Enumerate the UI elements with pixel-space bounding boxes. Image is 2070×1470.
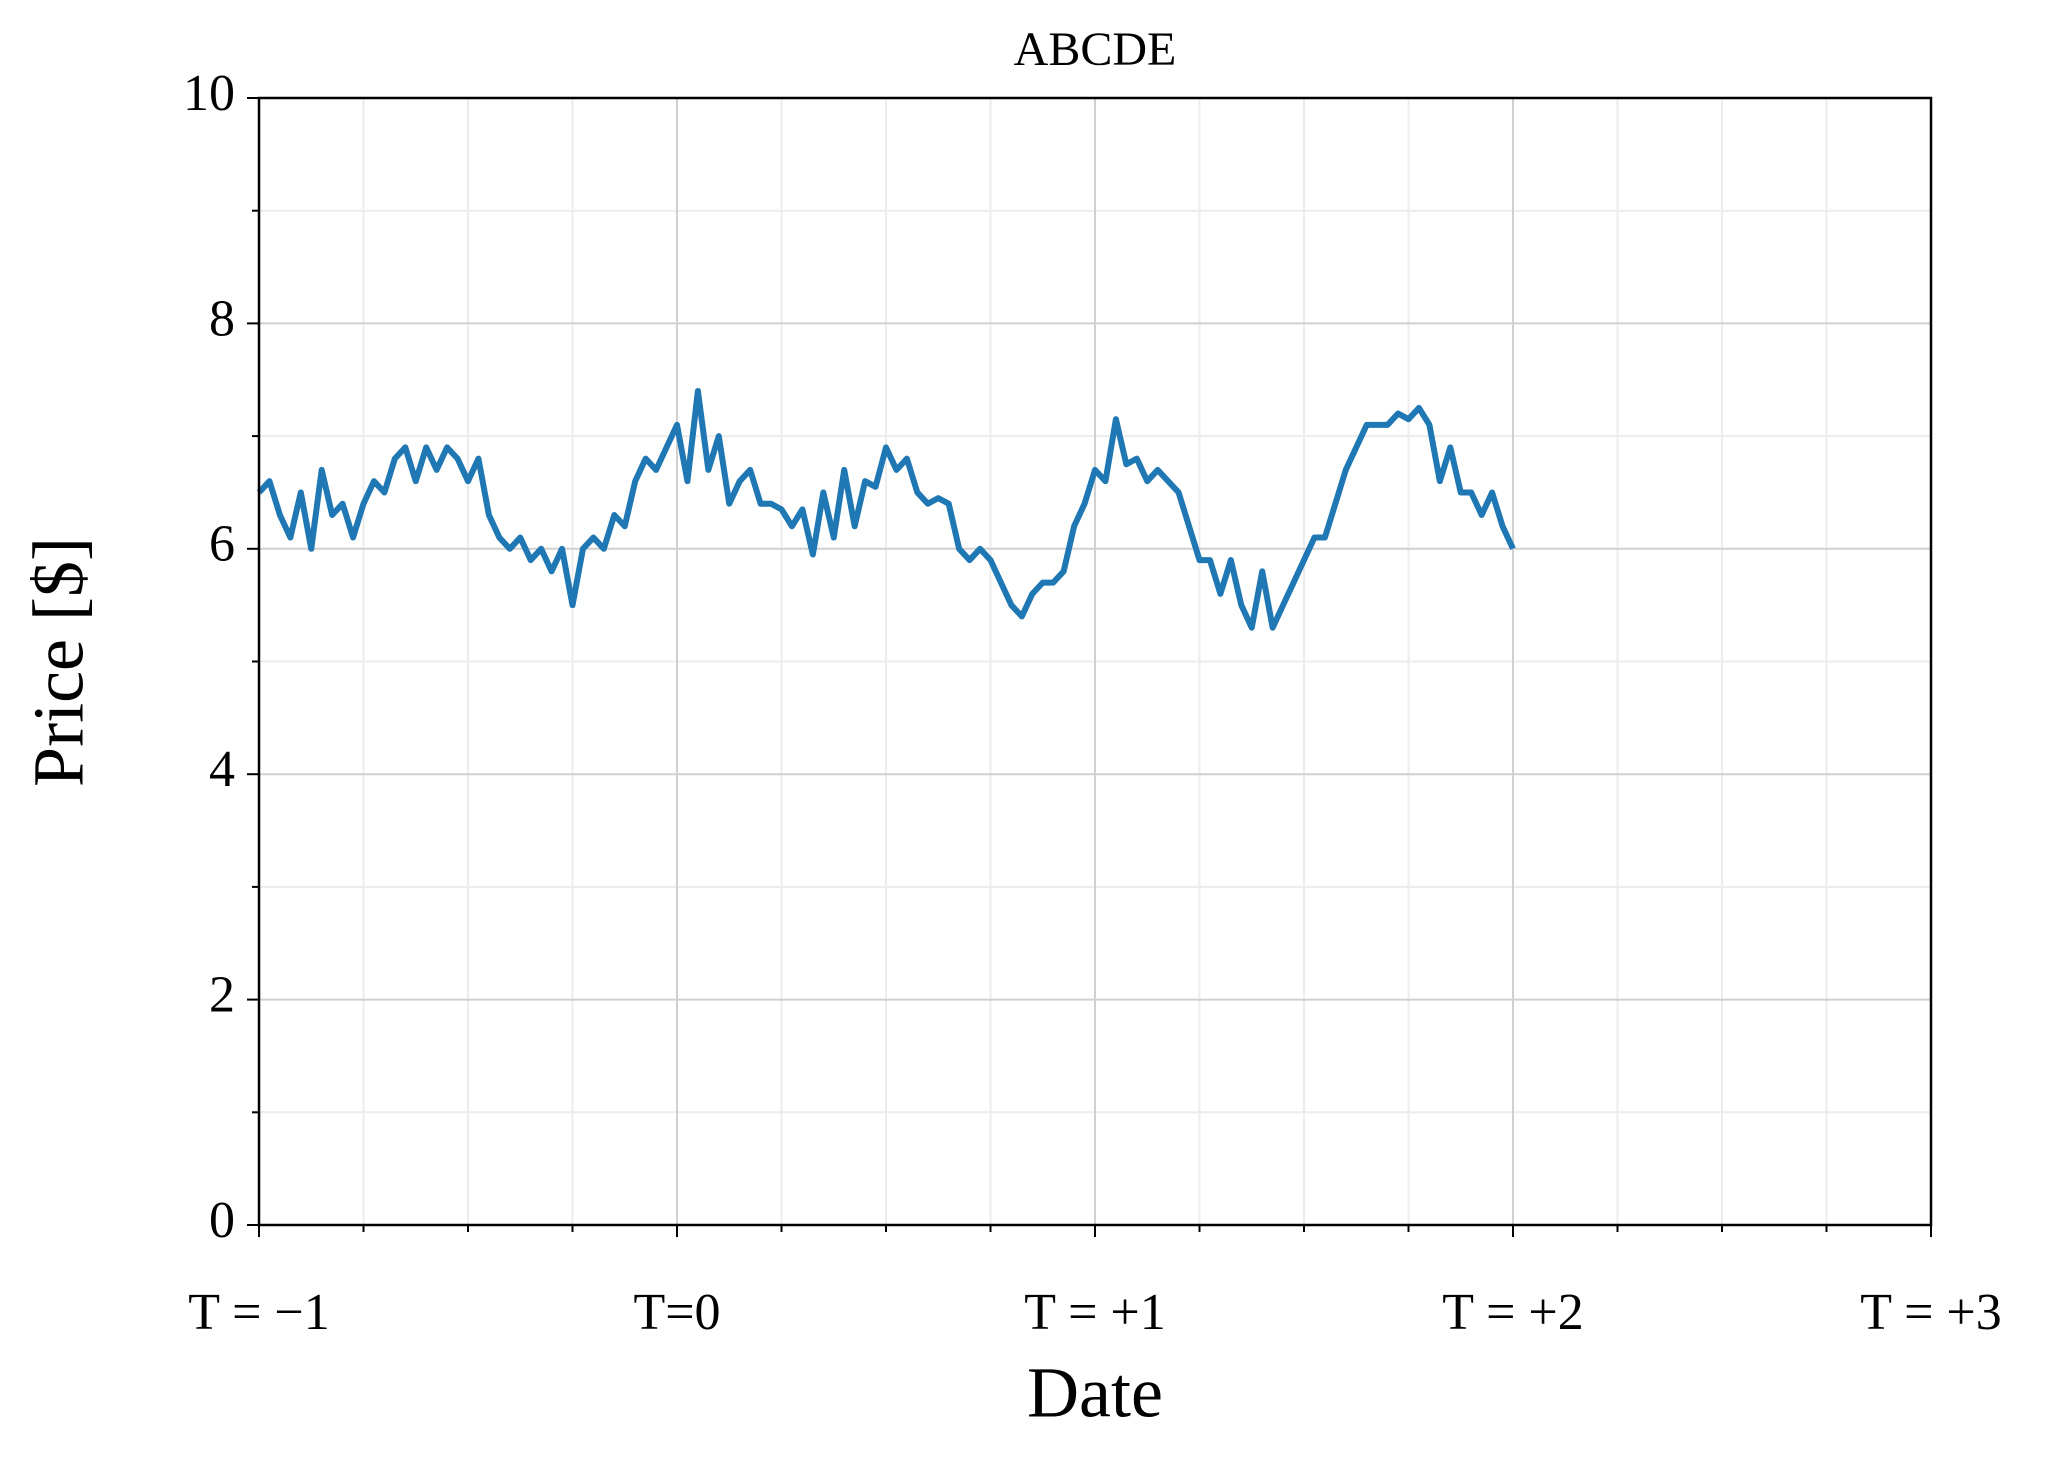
x-tick-label: T=0 — [633, 1284, 720, 1341]
y-tick-label: 6 — [209, 516, 235, 573]
x-tick-label: T = +2 — [1442, 1284, 1583, 1341]
x-tick-label: T = +3 — [1860, 1284, 2001, 1341]
y-axis-label: Price [$] — [19, 537, 99, 787]
price-line — [256, 388, 1516, 631]
y-tick-label: 4 — [209, 741, 235, 798]
y-tick-label: 2 — [209, 967, 235, 1024]
y-tick-label: 0 — [209, 1192, 235, 1249]
y-tick-label: 8 — [209, 290, 235, 347]
chart-title: ABCDE — [1014, 23, 1177, 76]
x-tick-label: T = +1 — [1024, 1284, 1165, 1341]
x-tick-label: T = −1 — [188, 1284, 329, 1341]
x-axis-label: Date — [1027, 1353, 1163, 1433]
plot-frame — [257, 96, 1933, 1227]
y-tick-label: 10 — [183, 65, 235, 122]
